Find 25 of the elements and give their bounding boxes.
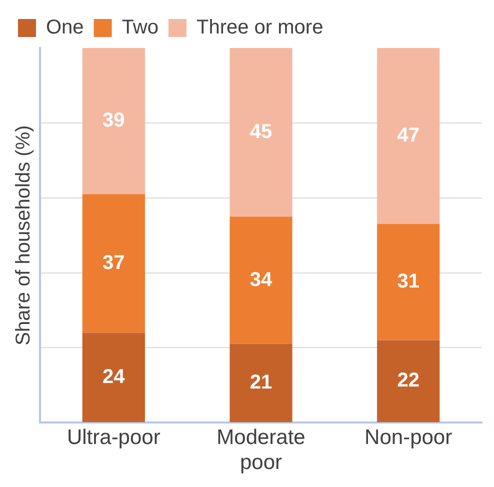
data-label: 45 (250, 120, 272, 143)
bar (82, 332, 145, 422)
data-label: 24 (102, 366, 126, 388)
bar (230, 344, 292, 422)
data-label: 47 (397, 124, 420, 147)
data-label: 37 (102, 252, 125, 274)
x-tick-label: Ultra-poor (66, 426, 160, 449)
data-label: 39 (102, 110, 125, 132)
bar (82, 194, 145, 333)
data-label: 22 (397, 370, 420, 392)
legend-label: Two (122, 16, 158, 39)
bar (230, 216, 292, 344)
legend-label: Three or more (196, 16, 324, 39)
bar (377, 48, 440, 224)
bar (377, 340, 440, 422)
x-tick-label: Non-poor (364, 426, 452, 449)
y-axis-title: Share of households (%) (12, 125, 35, 346)
x-tick-label: Moderate poor (216, 426, 306, 474)
bar (230, 48, 292, 217)
bar (82, 48, 145, 194)
data-label: 21 (250, 372, 272, 394)
data-label: 34 (250, 268, 273, 291)
legend-label: One (46, 16, 84, 39)
data-label: 31 (397, 270, 420, 293)
bar (377, 224, 440, 340)
